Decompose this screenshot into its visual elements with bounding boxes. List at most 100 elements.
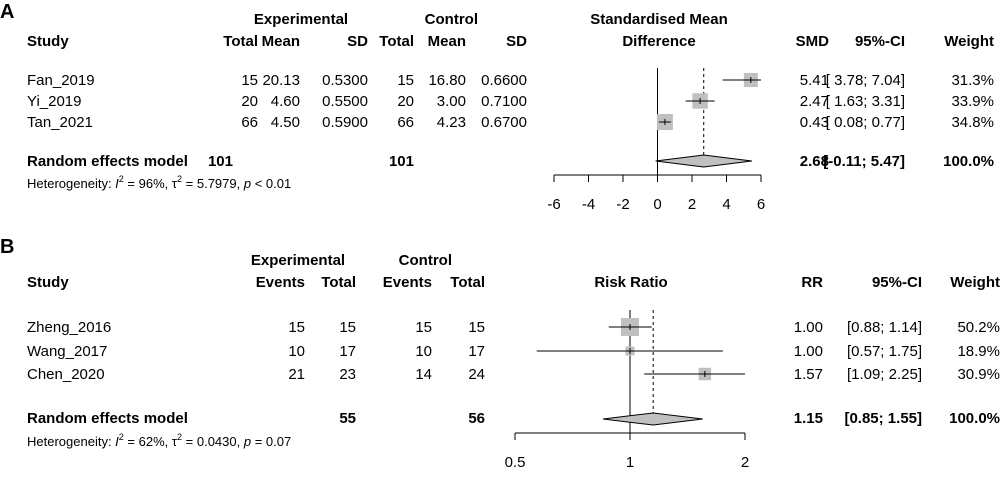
study-ci: [ 1.63; 3.31] bbox=[826, 93, 905, 110]
i2-superscript: 2 bbox=[119, 174, 124, 184]
header-group-experimental: Experimental bbox=[251, 252, 345, 269]
study-weight: 31.3% bbox=[951, 72, 994, 89]
study-cell: 66 bbox=[241, 114, 258, 131]
i2-value: = 96%, bbox=[124, 176, 172, 191]
header-col-sd: SD bbox=[347, 33, 368, 50]
study-ci: [1.09; 2.25] bbox=[847, 366, 922, 383]
study-weight: 34.8% bbox=[951, 114, 994, 131]
header-effect-title-line2: Difference bbox=[622, 33, 695, 50]
x-tick-label: 6 bbox=[757, 196, 765, 213]
summary-estimate: 2.68 bbox=[800, 153, 829, 170]
header-group-control: Control bbox=[425, 11, 478, 28]
study-ci: [ 3.78; 7.04] bbox=[826, 72, 905, 89]
study-cell: 16.80 bbox=[428, 72, 466, 89]
x-tick-label: 0 bbox=[653, 196, 661, 213]
header-estimate: SMD bbox=[796, 33, 830, 50]
header-col-total: Total bbox=[321, 274, 356, 291]
header-col-total: Total bbox=[450, 274, 485, 291]
p-value: < 0.01 bbox=[251, 176, 291, 191]
header-col-mean: Mean bbox=[428, 33, 466, 50]
summary-estimate: 1.15 bbox=[794, 410, 823, 427]
study-cell: 24 bbox=[468, 366, 485, 383]
x-tick-label: -4 bbox=[582, 196, 595, 213]
study-cell: 15 bbox=[241, 72, 258, 89]
study-cell: 0.5500 bbox=[322, 93, 368, 110]
x-tick-label: 2 bbox=[688, 196, 696, 213]
header-effect-title: Risk Ratio bbox=[594, 274, 667, 291]
summary-label: Random effects model bbox=[27, 410, 188, 427]
i2-symbol: I bbox=[115, 176, 119, 191]
study-cell: 0.5900 bbox=[322, 114, 368, 131]
summary-weight: 100.0% bbox=[943, 153, 994, 170]
study-cell: 14 bbox=[415, 366, 432, 383]
x-tick-label: 2 bbox=[741, 454, 749, 471]
study-cell: 21 bbox=[288, 366, 305, 383]
heterogeneity-prefix: Heterogeneity: bbox=[27, 434, 115, 449]
header-group-control: Control bbox=[399, 252, 452, 269]
study-ci: [0.88; 1.14] bbox=[847, 319, 922, 336]
study-ci: [0.57; 1.75] bbox=[847, 343, 922, 360]
panel-label: B bbox=[0, 236, 14, 258]
study-estimate: 1.00 bbox=[794, 343, 823, 360]
pooled-estimate-diamond bbox=[602, 412, 703, 426]
summary-weight: 100.0% bbox=[949, 410, 1000, 427]
tau-symbol: τ bbox=[172, 176, 178, 191]
tau-superscript: 2 bbox=[177, 174, 182, 184]
study-weight: 50.2% bbox=[957, 319, 1000, 336]
study-cell: 17 bbox=[468, 343, 485, 360]
summary-label: Random effects model bbox=[27, 153, 188, 170]
header-col-total: Total bbox=[379, 33, 414, 50]
panel-b: B Experimental Control Risk Ratio Study Event… bbox=[0, 236, 1000, 471]
i2-value: = 62%, bbox=[124, 434, 172, 449]
p-symbol: p bbox=[243, 434, 251, 449]
summary-cell: 56 bbox=[468, 410, 485, 427]
study-name: Wang_2017 bbox=[27, 343, 107, 360]
study-estimate: 0.43 bbox=[800, 114, 829, 131]
header-study: Study bbox=[27, 274, 69, 291]
study-cell: 15 bbox=[397, 72, 414, 89]
header-estimate: RR bbox=[801, 274, 823, 291]
study-name: Zheng_2016 bbox=[27, 319, 111, 336]
study-cell: 10 bbox=[288, 343, 305, 360]
study-name: Chen_2020 bbox=[27, 366, 105, 383]
summary-cell: 101 bbox=[389, 153, 414, 170]
study-weight: 33.9% bbox=[951, 93, 994, 110]
study-cell: 15 bbox=[339, 319, 356, 336]
study-cell: 0.6700 bbox=[481, 114, 527, 131]
study-cell: 23 bbox=[339, 366, 356, 383]
header-ci: 95%-CI bbox=[855, 33, 905, 50]
study-cell: 0.6600 bbox=[481, 72, 527, 89]
x-tick-label: 0.5 bbox=[505, 454, 526, 471]
study-cell: 20 bbox=[241, 93, 258, 110]
heterogeneity-text: Heterogeneity: I2 = 96%, τ2 = 5.7979, p … bbox=[27, 174, 291, 191]
header-weight: Weight bbox=[944, 33, 994, 50]
x-tick-label: 1 bbox=[626, 454, 634, 471]
study-name: Tan_2021 bbox=[27, 114, 93, 131]
summary-cell: 55 bbox=[339, 410, 356, 427]
header-ci: 95%-CI bbox=[872, 274, 922, 291]
x-tick-label: -6 bbox=[547, 196, 560, 213]
header-col-sd: SD bbox=[506, 33, 527, 50]
summary-ci: [0.85; 1.55] bbox=[844, 410, 922, 427]
study-estimate: 1.00 bbox=[794, 319, 823, 336]
study-cell: 4.23 bbox=[437, 114, 466, 131]
study-weight: 18.9% bbox=[957, 343, 1000, 360]
tau-symbol: τ bbox=[172, 434, 178, 449]
header-col-events: Events bbox=[256, 274, 305, 291]
header-col-total: Total bbox=[223, 33, 258, 50]
p-symbol: p bbox=[243, 176, 251, 191]
study-cell: 3.00 bbox=[437, 93, 466, 110]
study-cell: 15 bbox=[415, 319, 432, 336]
study-name: Fan_2019 bbox=[27, 72, 95, 89]
study-cell: 15 bbox=[288, 319, 305, 336]
summary-ci: [-0.11; 5.47] bbox=[823, 153, 905, 170]
study-cell: 66 bbox=[397, 114, 414, 131]
summary-cell: 101 bbox=[208, 153, 233, 170]
x-tick-label: 4 bbox=[722, 196, 730, 213]
header-weight: Weight bbox=[950, 274, 1000, 291]
panel-a: A Experimental Control Standardised Mean Dif… bbox=[0, 1, 994, 213]
tau-value: = 5.7979, bbox=[182, 176, 244, 191]
i2-superscript: 2 bbox=[119, 432, 124, 442]
study-cell: 0.7100 bbox=[481, 93, 527, 110]
